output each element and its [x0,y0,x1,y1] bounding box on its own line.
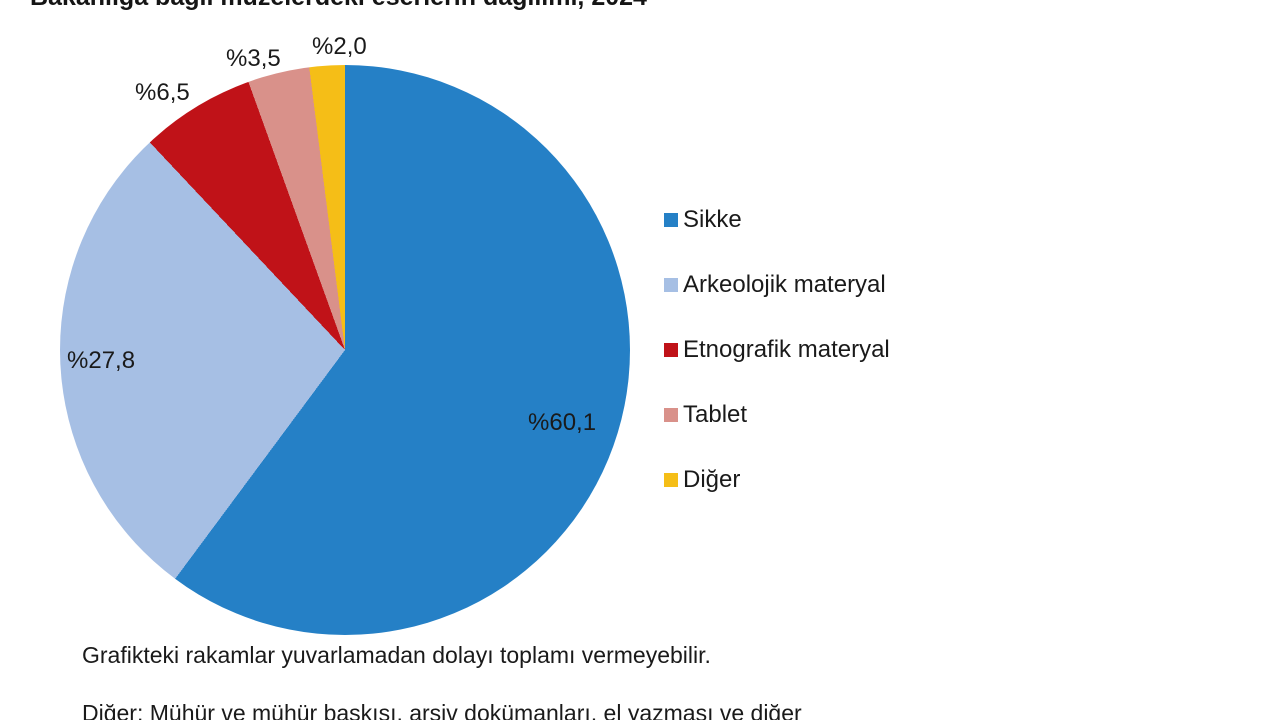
legend-swatch-etnografik-materyal [664,343,678,357]
legend-item-arkeolojik-materyal: Arkeolojik materyal [664,271,890,298]
slice-label-arkeolojik-materyal: %27,8 [67,347,136,374]
legend-label: Diğer [683,466,741,493]
legend-item-etnografik-materyal: Etnografik materyal [664,336,890,363]
legend-label: Etnografik materyal [683,336,890,363]
footnote-other-definition: Diğer: Mühür ve mühür baskısı, arşiv dok… [82,700,802,720]
legend-label: Tablet [683,401,748,428]
legend-item-sikke: Sikke [664,206,890,233]
slice-label-etnografik-materyal: %6,5 [135,79,190,106]
legend-swatch-diger [664,473,678,487]
legend-swatch-arkeolojik-materyal [664,278,678,292]
footnote-rounding: Grafikteki rakamlar yuvarlamadan dolayı … [82,642,711,668]
chart-title: Bakanlığa bağlı müzelerdeki eserlerin da… [30,0,647,12]
legend-swatch-tablet [664,408,678,422]
legend-label: Arkeolojik materyal [683,271,886,298]
slice-label-tablet: %3,5 [226,45,281,72]
legend-item-tablet: Tablet [664,401,890,428]
pie [60,65,630,635]
legend-label: Sikke [683,206,742,233]
legend-item-diger: Diğer [664,466,890,493]
legend: Sikke Arkeolojik materyal Etnografik mat… [664,206,890,533]
slice-label-sikke: %60,1 [528,409,597,436]
legend-swatch-sikke [664,213,678,227]
slice-label-diger: %2,0 [312,33,367,60]
